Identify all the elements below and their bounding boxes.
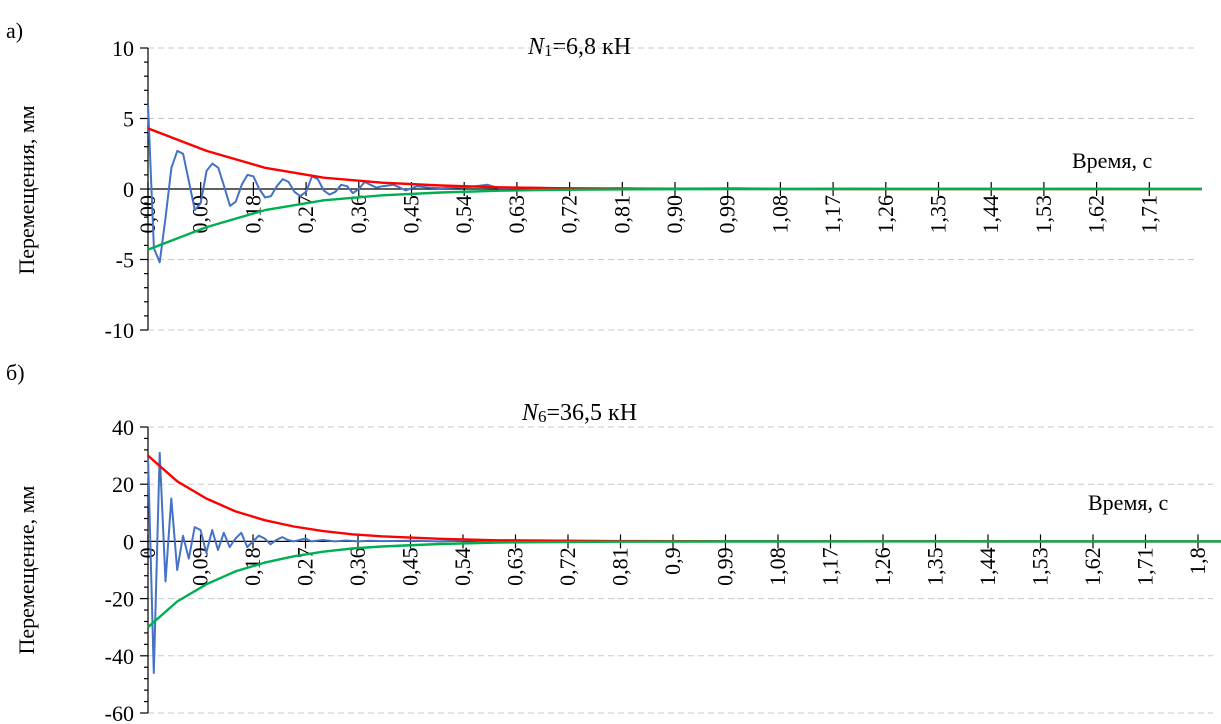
panel-b-xtick-label: 0 xyxy=(135,547,160,558)
panel-b-xtick-label: 1,08 xyxy=(765,547,790,586)
panel-a-xtick-label: 1,35 xyxy=(926,195,951,234)
panel-b-xtick-label: 0,81 xyxy=(608,547,633,586)
panel-a-ylabel: Перемещения, мм xyxy=(14,105,39,274)
panel-a-ytick-label: 0 xyxy=(123,177,134,202)
panel-a-xtick-label: 0,00 xyxy=(135,195,160,234)
panel-a-upper-envelope-line xyxy=(147,127,1202,191)
panel-a-lower-envelope-line xyxy=(147,187,1202,251)
panel-b-xtick-label: 1,8 xyxy=(1185,547,1210,575)
panel-b-xtick-label: 0,45 xyxy=(398,547,423,586)
panel-b-title-italic: N xyxy=(521,400,540,426)
panel-b-lower-envelope-line xyxy=(147,540,1221,629)
panel-b-ytick-label: -20 xyxy=(105,587,134,612)
panel-a-xtick-label: 1,26 xyxy=(873,195,898,234)
panel-a-title: N1=6,8 кН xyxy=(527,34,631,60)
panel-a-xtick-label: 0,72 xyxy=(557,195,582,234)
panel-b-ytick-label: -60 xyxy=(105,701,134,724)
panel-b-xtick-label: 1,44 xyxy=(975,547,1000,586)
panel-a-xlabel: Время, с xyxy=(1072,148,1152,173)
panel-b-title-sub: 6 xyxy=(538,407,547,426)
panel-a-ytick-label: -5 xyxy=(116,248,134,273)
panel-a-ytick-label: 5 xyxy=(123,107,134,132)
panel-a-title-rest: =6,8 кН xyxy=(553,34,632,60)
panel-a-xtick-label: 1,17 xyxy=(820,195,845,234)
panel-a-label: а) xyxy=(6,18,23,43)
panel-b-xtick-label: 0,36 xyxy=(345,547,370,586)
panel-a-ytick-label: -10 xyxy=(105,318,134,343)
panel-b-ytick-label: 40 xyxy=(112,415,134,440)
panel-b-xlabel: Время, с xyxy=(1088,490,1168,515)
panel-b-xtick-label: 1,17 xyxy=(818,547,843,586)
panel-a-title-italic: N xyxy=(527,34,546,60)
panel-b-xtick-label: 1,26 xyxy=(870,547,895,586)
panel-a-xtick-label: 1,62 xyxy=(1084,195,1109,234)
panel-b-xtick-label: 0,9 xyxy=(660,547,685,575)
panel-b-ytick-label: 0 xyxy=(123,529,134,554)
panel-b-ytick-label: 20 xyxy=(112,472,134,497)
panel-a-xtick-label: 0,54 xyxy=(451,195,476,234)
panel-a-ytick-label: 10 xyxy=(112,36,134,61)
panel-a-xtick-label: 0,36 xyxy=(346,195,371,234)
panel-a-xtick-label: 1,08 xyxy=(767,195,792,234)
panel-b-xtick-label: 0,54 xyxy=(450,547,475,586)
panel-a-xtick-label: 0,99 xyxy=(715,195,740,234)
panel-b-upper-envelope-line xyxy=(147,454,1221,543)
panel-b-xtick-label: 0,72 xyxy=(555,547,580,586)
panel-b-xtick-label: 1,35 xyxy=(923,547,948,586)
panel-b-xtick-label: 1,71 xyxy=(1133,547,1158,586)
panel-b-xtick-label: 1,53 xyxy=(1028,547,1053,586)
panel-b-xtick-label: 0,63 xyxy=(503,547,528,586)
panel-b-ylabel: Перемещение, мм xyxy=(14,485,39,654)
panel-b-label: б) xyxy=(6,360,25,385)
panel-a-xtick-label: 0,81 xyxy=(609,195,634,234)
panel-a-xtick-label: 0,63 xyxy=(504,195,529,234)
panel-a-xtick-label: 1,53 xyxy=(1031,195,1056,234)
panel-a-xtick-label: 0,45 xyxy=(399,195,424,234)
panel-b-title-rest: =36,5 кН xyxy=(547,400,638,426)
panel-b-ytick-label: -40 xyxy=(105,644,134,669)
panel-b-xtick-label: 1,62 xyxy=(1080,547,1105,586)
panel-b-xtick-label: 0,99 xyxy=(713,547,738,586)
panel-a-xtick-label: 1,71 xyxy=(1136,195,1161,234)
panel-a-title-sub: 1 xyxy=(544,41,553,60)
panel-a-xtick-label: 1,44 xyxy=(978,195,1003,234)
panel-b-title: N6=36,5 кН xyxy=(521,400,637,426)
panel-a-xtick-label: 0,90 xyxy=(662,195,687,234)
panel-b-xtick-label: 0,09 xyxy=(188,547,213,586)
